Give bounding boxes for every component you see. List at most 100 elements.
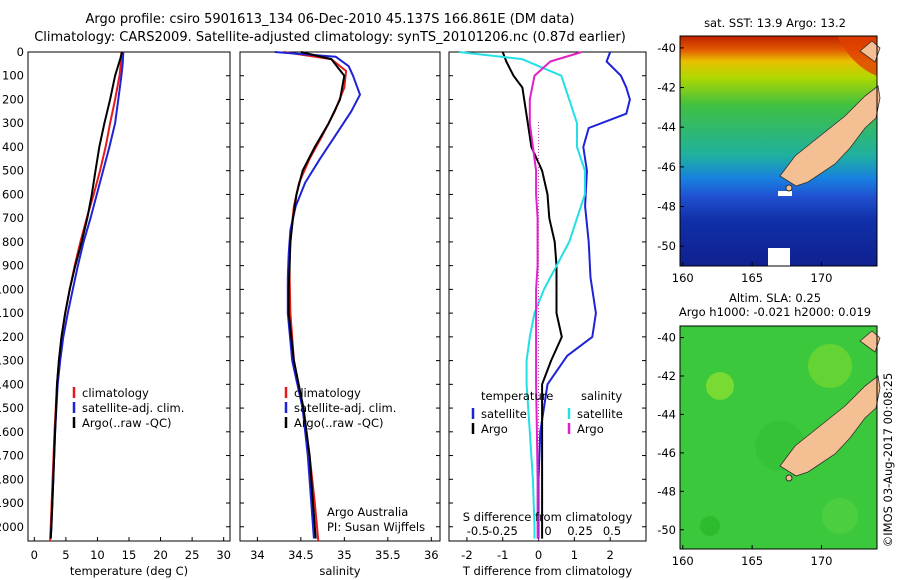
profile-panel-frame-1 [27, 51, 231, 542]
missing-data-patch [768, 248, 790, 268]
annotation-line1: Argo Australia [327, 505, 408, 519]
depth-tick-label: 200 [2, 92, 24, 106]
s-tick-label: -0.25 [488, 524, 518, 538]
depth-tick-label: 900 [2, 259, 24, 273]
x-tick-label: 25 [185, 548, 200, 562]
depth-tick-label: 1300 [0, 354, 24, 368]
map-y-tick-label: -48 [657, 200, 676, 214]
map-y-tick-label: -48 [657, 484, 676, 498]
legend-label: satellite [481, 407, 527, 421]
map-x-tick-label: 165 [741, 271, 763, 285]
profile-panel-frame-3 [448, 51, 647, 542]
legend-title-salinity: salinity [581, 389, 622, 403]
x-tick-label: 10 [90, 548, 105, 562]
sla-anomaly-blob [700, 516, 720, 536]
sla-anomaly-blob [706, 372, 734, 400]
missing-data-patch [778, 191, 792, 196]
map-x-tick-label: 165 [741, 554, 763, 568]
legend-label: Argo [577, 422, 604, 436]
legend-label: satellite-adj. clim. [294, 401, 396, 415]
depth-tick-label: 300 [2, 116, 24, 130]
x-axis-label: temperature (deg C) [70, 564, 188, 578]
map-y-tick-label: -50 [657, 239, 676, 253]
legend-label: Argo(..raw -QC) [294, 416, 384, 430]
x-tick-label: 35.5 [375, 548, 401, 562]
x-tick-label: 5 [62, 548, 69, 562]
depth-tick-label: 1200 [0, 330, 24, 344]
map-sla: -40 -42 -44 -46 -48 -50 160 165 170 [657, 325, 881, 568]
legend-label: climatology [82, 386, 149, 400]
legend-label: satellite [577, 407, 623, 421]
x-tick-label: 0 [535, 548, 542, 562]
s-tick-label: 0 [544, 524, 551, 538]
land-stewart-island [785, 184, 793, 192]
series-line-satellite [458, 51, 586, 539]
x-tick-label: -2 [461, 548, 472, 562]
s-tick-label: 0.25 [567, 524, 593, 538]
depth-tick-label: 400 [2, 140, 24, 154]
x-tick-label: 36 [424, 548, 439, 562]
imos-watermark: ©IMOS 03-Aug-2017 00:08:25 [881, 373, 895, 548]
map-x-tick-label: 170 [811, 271, 833, 285]
x-tick-label: 34.5 [288, 548, 314, 562]
depth-tick-label: 700 [2, 211, 24, 225]
depth-tick-label: 1500 [0, 401, 24, 415]
depth-tick-label: 2000 [0, 520, 24, 534]
map-sst: -40 -42 -44 -46 -48 -50 160 165 170 [657, 35, 881, 285]
x-tick-label: 1 [571, 548, 578, 562]
map-y-tick-label: -40 [657, 41, 676, 55]
land-south-island [779, 85, 881, 187]
x-tick-label: 20 [153, 548, 168, 562]
figure-title-line2: Climatology: CARS2009. Satellite-adjuste… [34, 30, 626, 45]
x-tick-label: 2 [607, 548, 614, 562]
s-axis-label: S difference from climatology [463, 510, 633, 524]
depth-tick-label: 1600 [0, 425, 24, 439]
map-x-tick-label: 160 [672, 271, 694, 285]
depth-tick-label: 1900 [0, 496, 24, 510]
depth-tick-label: 0 [17, 45, 24, 59]
map-y-tick-label: -42 [657, 81, 676, 95]
sla-map-title: Altim. SLA: 0.25 [729, 291, 821, 305]
map-y-tick-label: -50 [657, 523, 676, 537]
legend-title-temperature: temperature [481, 389, 553, 403]
series-line-argo [528, 51, 583, 539]
depth-tick-label: 100 [2, 69, 24, 83]
x-axis-label: T difference from climatology [462, 564, 633, 578]
s-tick-label: 0.5 [603, 524, 621, 538]
map-y-tick-label: -46 [657, 446, 676, 460]
legend-label: satellite-adj. clim. [82, 401, 184, 415]
map-x-tick-label: 160 [672, 554, 694, 568]
map-y-tick-label: -44 [657, 407, 676, 421]
legend-label: Argo(..raw -QC) [82, 416, 172, 430]
s-tick-label: -0.5 [467, 524, 489, 538]
x-tick-label: 30 [216, 548, 231, 562]
x-tick-label: 34 [250, 548, 265, 562]
land-south-island [779, 375, 881, 477]
depth-tick-label: 500 [2, 164, 24, 178]
depth-tick-label: 1400 [0, 377, 24, 391]
series-line-argo-raw-qc- [287, 51, 346, 539]
x-tick-label: 0 [31, 548, 38, 562]
sla-map-subtitle: Argo h1000: -0.021 h2000: 0.019 [679, 305, 871, 319]
map-frame [679, 325, 878, 550]
map-x-tick-label: 170 [811, 554, 833, 568]
sla-anomaly-blob [822, 498, 858, 534]
land-north-island-tip [859, 330, 881, 353]
map-frame [679, 35, 878, 267]
depth-tick-label: 800 [2, 235, 24, 249]
annotation-line2: PI: Susan Wijffels [327, 520, 425, 534]
x-tick-label: 15 [122, 548, 137, 562]
land-north-island-tip [859, 40, 881, 63]
x-axis-label: salinity [319, 564, 360, 578]
depth-tick-label: 1100 [0, 306, 24, 320]
figure-title-line1: Argo profile: csiro 5901613_134 06-Dec-2… [85, 12, 575, 27]
series-line-argo-raw-qc- [49, 51, 124, 539]
depth-tick-label: 600 [2, 187, 24, 201]
depth-tick-label: 1000 [0, 282, 24, 296]
x-tick-label: 35 [337, 548, 352, 562]
map-y-tick-label: -42 [657, 369, 676, 383]
profile-panel-frame-2 [239, 51, 441, 542]
